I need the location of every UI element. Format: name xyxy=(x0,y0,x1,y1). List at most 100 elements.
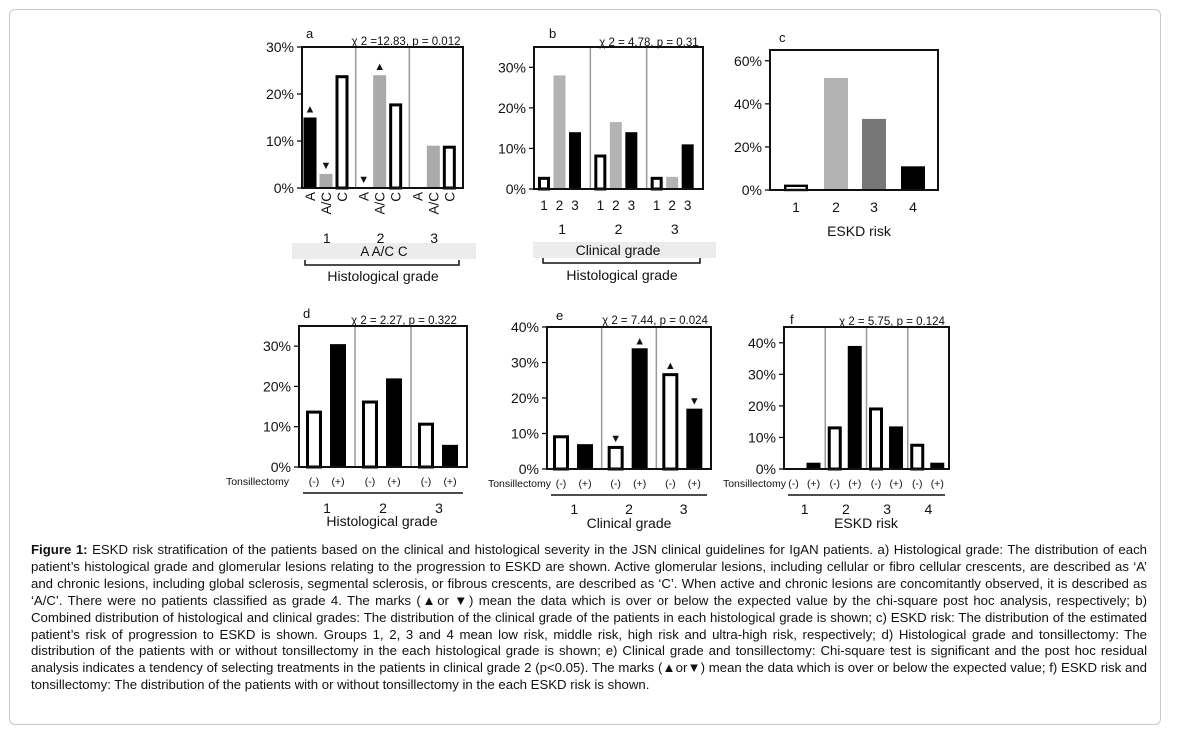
x-bracket xyxy=(542,258,701,264)
category-tick-label: (-) xyxy=(309,476,320,488)
category-tick-label: 3 xyxy=(684,198,692,213)
bar xyxy=(373,75,387,188)
category-tick-label: (-) xyxy=(610,478,621,490)
bar xyxy=(607,445,624,471)
bar xyxy=(330,344,346,467)
group-label: 1 xyxy=(323,500,331,516)
x-axis-label: ESKD risk xyxy=(834,515,899,531)
category-tick-label: (+) xyxy=(931,478,944,490)
bar xyxy=(806,462,821,469)
significance-mark: ▲ xyxy=(305,104,316,116)
bar xyxy=(824,78,848,190)
category-tick-label: (-) xyxy=(830,478,841,490)
category-tick-label: 1 xyxy=(540,198,548,213)
category-tick-label: (+) xyxy=(443,476,456,488)
bar xyxy=(418,422,434,469)
panel-b: bχ 2 = 4.78, p = 0.310%10%20%30%1 2 311 2 32… xyxy=(498,26,716,283)
bar xyxy=(910,443,925,471)
bar xyxy=(862,118,886,190)
stat-label: χ 2 = 2.27, p = 0.322 xyxy=(351,315,457,327)
category-tick-label: A/C xyxy=(319,192,334,215)
legend-row-text: Clinical grade xyxy=(576,242,661,258)
category-tick-label: 1 xyxy=(792,199,800,215)
group-label: 4 xyxy=(924,501,932,517)
stat-label: χ 2 = 5.75, p = 0.124 xyxy=(839,316,945,328)
group-label: 3 xyxy=(680,501,688,517)
bar xyxy=(662,373,679,471)
bar xyxy=(426,145,440,188)
y-tick-label: 20% xyxy=(498,100,526,116)
bar xyxy=(306,410,322,469)
bar xyxy=(442,145,456,190)
caption-text: ESKD risk stratification of the patients… xyxy=(31,542,1148,693)
plot-frame xyxy=(769,49,939,191)
y-tick-label: 30% xyxy=(266,39,294,55)
x-axis-label: Histological grade xyxy=(326,513,437,529)
category-tick-label: (+) xyxy=(331,476,344,488)
category-tick-label: A xyxy=(410,192,425,201)
bar xyxy=(303,117,317,188)
category-tick-label: (-) xyxy=(788,478,799,490)
bar xyxy=(901,166,925,190)
figure-frame xyxy=(9,9,1161,725)
category-tick-label: (-) xyxy=(912,478,923,490)
category-tick-label: C xyxy=(442,192,457,202)
bar xyxy=(686,408,703,469)
bar xyxy=(847,345,862,469)
legend-row-band xyxy=(533,242,716,258)
panel-label: f xyxy=(790,312,794,327)
bar xyxy=(631,348,648,469)
bar xyxy=(681,144,694,189)
y-tick-label: 30% xyxy=(511,355,539,371)
category-tick-label: 1 xyxy=(597,198,605,213)
figure-caption: Figure 1: ESKD risk stratification of th… xyxy=(31,542,1147,694)
bar xyxy=(389,103,403,190)
group-label: 2 xyxy=(377,230,385,246)
significance-mark: ▼ xyxy=(610,433,621,445)
category-tick-label: (+) xyxy=(807,478,820,490)
category-tick-label: (-) xyxy=(365,476,376,488)
bar xyxy=(594,154,607,191)
category-tick-label: (+) xyxy=(633,478,646,490)
bar xyxy=(335,75,349,190)
bar xyxy=(362,400,378,469)
bar xyxy=(553,75,566,189)
bar xyxy=(609,122,622,189)
significance-mark: ▼ xyxy=(321,160,332,172)
panel-e: e χ 2 = 7.44, p = 0.024 0% 10% 20% 30% 40% (-) (… xyxy=(488,308,712,531)
category-tick-label: 2 xyxy=(832,199,840,215)
bar xyxy=(577,444,593,469)
x-axis-label: Histological grade xyxy=(327,268,438,284)
category-tick-label: 2 xyxy=(612,198,620,213)
category-tick-label: (+) xyxy=(848,478,861,490)
legend-row-band xyxy=(292,243,476,259)
bar xyxy=(553,435,569,471)
panel-label: c xyxy=(779,30,786,45)
category-tick-label: C xyxy=(335,192,350,202)
category-tick-label: C xyxy=(389,192,404,202)
x-axis-label: Histological grade xyxy=(566,267,677,283)
category-tick-label: (+) xyxy=(578,478,591,490)
y-tick-label: 10% xyxy=(263,419,291,435)
y-tick-label: 10% xyxy=(511,426,539,442)
y-tick-label: 0% xyxy=(274,180,294,196)
y-tick-label: 10% xyxy=(266,133,294,149)
row-label-tonsillectomy: Tonsillectomy xyxy=(723,478,787,490)
category-tick-label: A/C xyxy=(373,192,388,215)
category-tick-label: A xyxy=(303,192,318,201)
bar xyxy=(869,407,883,471)
category-tick-label: 1 xyxy=(653,198,661,213)
panel-f: f χ 2 = 5.75, p = 0.124 0% 10% 20% 30% 40% (-) (… xyxy=(723,312,950,531)
y-tick-label: 20% xyxy=(266,86,294,102)
bar xyxy=(827,426,842,471)
category-tick-label: 2 xyxy=(556,198,564,213)
y-tick-label: 0% xyxy=(742,182,762,198)
group-label: 1 xyxy=(323,230,331,246)
bar xyxy=(889,426,903,469)
bar xyxy=(386,378,402,467)
y-tick-label: 20% xyxy=(734,139,762,155)
bar xyxy=(569,132,581,189)
stat-label: χ 2 = 7.44, p = 0.024 xyxy=(602,315,708,327)
